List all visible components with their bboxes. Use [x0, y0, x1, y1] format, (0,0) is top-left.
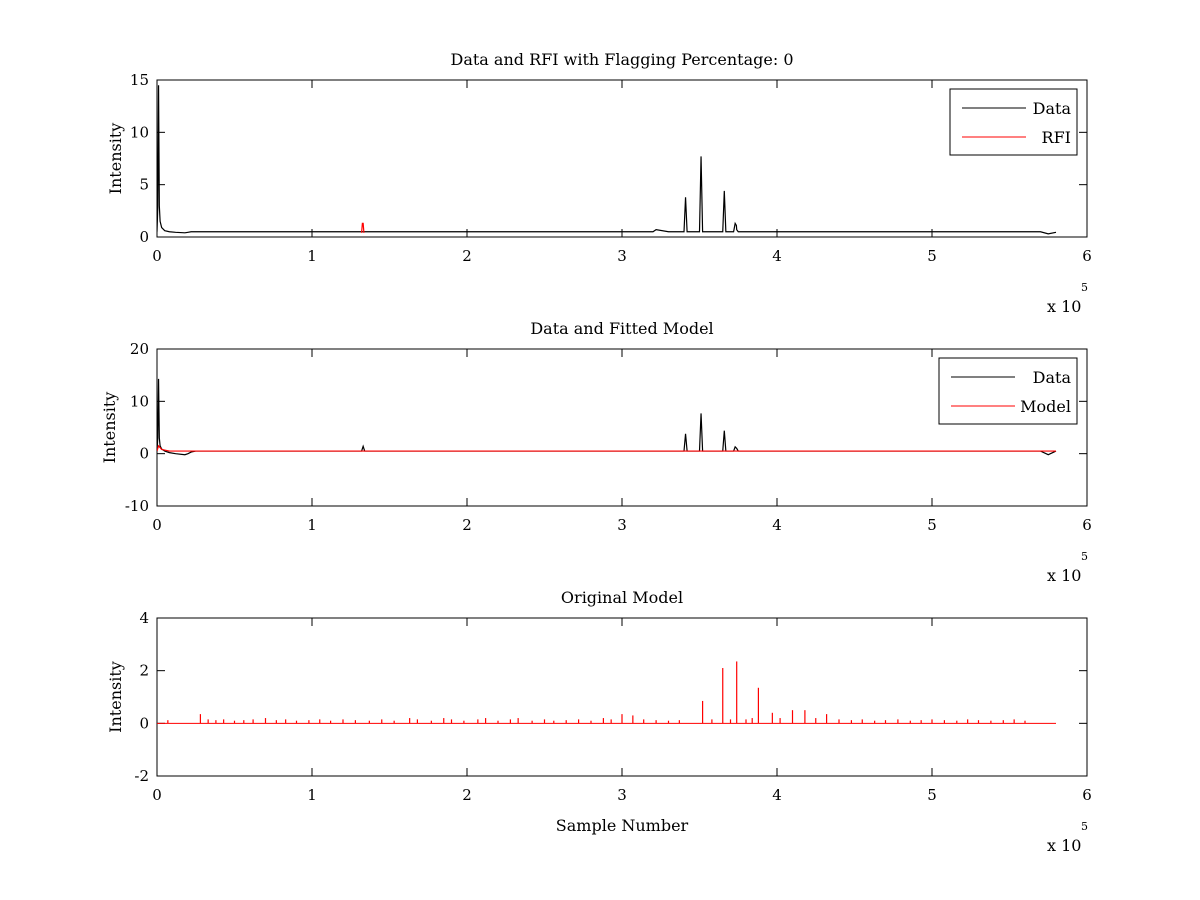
x-exponent-power: 5 [1081, 820, 1088, 833]
chart-panel-1: Data and RFI with Flagging Percentage: 0… [106, 50, 1092, 316]
chart-title: Data and RFI with Flagging Percentage: 0 [450, 50, 793, 69]
x-tick-label: 4 [772, 786, 782, 804]
series-layer [157, 378, 1057, 456]
y-tick-label: 0 [139, 714, 149, 732]
y-tick-label: 5 [139, 176, 149, 194]
y-tick-label: 0 [139, 228, 149, 246]
x-tick-label: 3 [617, 786, 627, 804]
x-tick-label: 6 [1082, 516, 1092, 534]
x-tick-label: 2 [462, 247, 472, 265]
x-tick-label: 2 [462, 786, 472, 804]
legend-label-rfi: RFI [1042, 128, 1071, 147]
x-exponent-base: x 10 [1047, 836, 1081, 855]
legend-label-model: Model [1020, 397, 1071, 416]
x-tick-label: 0 [152, 516, 162, 534]
legend: Data RFI [949, 88, 1078, 156]
legend-label-data: Data [1033, 368, 1072, 387]
y-tick-label: 4 [139, 609, 149, 627]
y-tick-label: -10 [125, 497, 149, 515]
x-exponent-power: 5 [1081, 550, 1088, 563]
series-layer [157, 85, 1057, 235]
x-tick-label: 6 [1082, 786, 1092, 804]
x-tick-label: 6 [1082, 247, 1092, 265]
x-tick-label: 5 [927, 247, 937, 265]
y-tick-label: 0 [139, 445, 149, 463]
x-axis-label: Sample Number [556, 816, 689, 835]
x-tick-label: 4 [772, 516, 782, 534]
x-tick-label: 3 [617, 247, 627, 265]
x-tick-label: 5 [927, 786, 937, 804]
plot-area [156, 79, 1088, 238]
y-axis-label: Intensity [106, 123, 125, 195]
x-tick-label: 0 [152, 786, 162, 804]
series-layer [157, 661, 1056, 724]
series-line-model [157, 444, 1056, 452]
x-axis-exponent: x 105 [1047, 820, 1088, 855]
x-exponent-base: x 10 [1047, 566, 1081, 585]
y-tick-label: 15 [130, 71, 149, 89]
legend-label-data: Data [1033, 99, 1072, 118]
x-axis-exponent: x 105 [1047, 550, 1088, 585]
x-tick-label: 0 [152, 247, 162, 265]
y-tick-label: 2 [139, 662, 149, 680]
x-tick-label: 2 [462, 516, 472, 534]
x-tick-label: 1 [307, 247, 317, 265]
x-axis-exponent: x 105 [1047, 281, 1088, 316]
x-tick-label: 1 [307, 786, 317, 804]
y-axis-label: Intensity [100, 392, 119, 464]
y-tick-label: 10 [130, 123, 149, 141]
x-tick-label: 5 [927, 516, 937, 534]
plot-area [156, 348, 1088, 507]
legend-box [938, 357, 1078, 425]
y-tick-label: 20 [130, 340, 149, 358]
chart-title: Original Model [561, 588, 683, 607]
plot-area [156, 617, 1088, 777]
x-tick-label: 1 [307, 516, 317, 534]
y-tick-label: 10 [130, 392, 149, 410]
x-tick-label: 4 [772, 247, 782, 265]
y-axis-label: Intensity [106, 661, 125, 733]
x-tick-label: 3 [617, 516, 627, 534]
x-exponent-base: x 10 [1047, 297, 1081, 316]
chart-title: Data and Fitted Model [530, 319, 713, 338]
series-line-data [157, 85, 1057, 235]
legend: Data Model [938, 357, 1078, 425]
legend-box [949, 88, 1078, 156]
x-exponent-power: 5 [1081, 281, 1088, 294]
series-line-rfi [361, 222, 365, 233]
y-tick-label: -2 [134, 767, 149, 785]
